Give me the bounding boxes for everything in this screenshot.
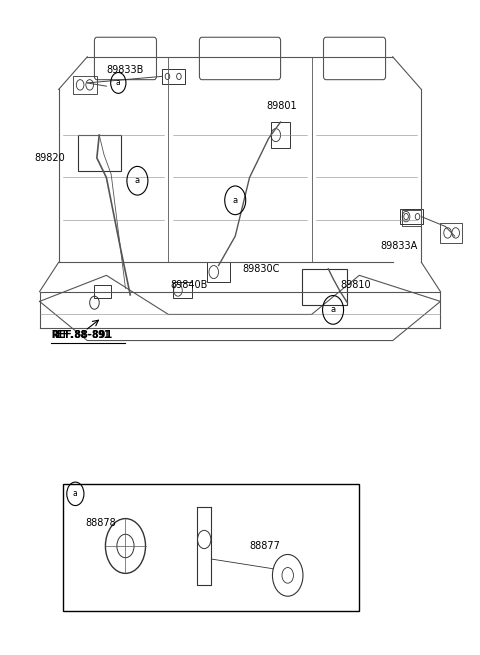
Text: a: a xyxy=(116,79,120,87)
Text: 88878: 88878 xyxy=(85,518,116,528)
Text: 89801: 89801 xyxy=(266,101,297,111)
Text: REF.88-891: REF.88-891 xyxy=(51,330,110,341)
Bar xyxy=(162,69,185,84)
Text: 89830C: 89830C xyxy=(242,264,280,274)
Bar xyxy=(206,262,230,282)
Text: 89810: 89810 xyxy=(340,280,371,290)
Bar xyxy=(73,76,97,94)
Text: a: a xyxy=(73,489,78,498)
Bar xyxy=(302,269,348,305)
Text: a: a xyxy=(135,176,140,185)
Text: REF.88-891: REF.88-891 xyxy=(51,330,113,341)
Text: 89820: 89820 xyxy=(35,153,66,163)
Bar xyxy=(400,209,423,225)
Bar xyxy=(95,285,111,298)
Text: 89833A: 89833A xyxy=(381,241,418,251)
Bar xyxy=(441,223,462,243)
Bar xyxy=(271,122,290,148)
Bar xyxy=(402,210,421,227)
Text: 89833B: 89833B xyxy=(107,65,144,75)
Text: 88877: 88877 xyxy=(250,541,280,551)
Bar xyxy=(78,135,120,171)
Text: a: a xyxy=(233,196,238,205)
Text: a: a xyxy=(331,305,336,314)
Text: 89840B: 89840B xyxy=(171,280,208,290)
Bar xyxy=(173,282,192,298)
